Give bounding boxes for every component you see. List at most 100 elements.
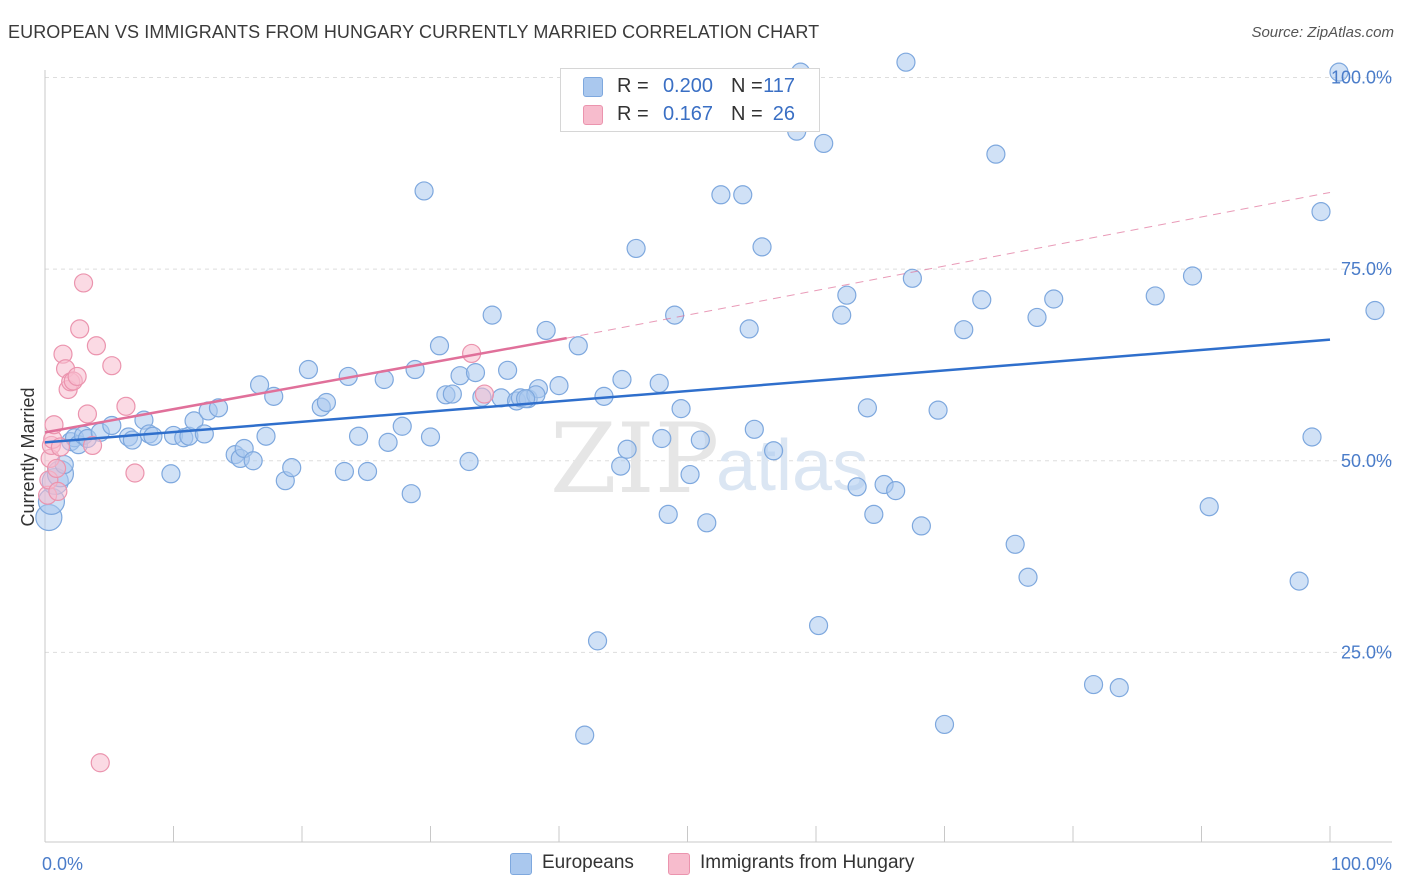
europeans-point [282,458,302,478]
bottom-legend-label-hungary: Immigrants from Hungary [700,852,915,873]
europeans-point [1083,674,1104,695]
hungary-point [82,435,103,456]
hungary-point [116,396,136,416]
europeans-point [658,504,678,525]
europeans-point [665,305,685,325]
europeans-point [1289,571,1309,591]
legend-n-value: 117 [763,75,795,97]
tick-labels: 25.0% 50.0% 75.0% 100.0% 0.0% 100.0% [42,68,1392,875]
europeans-point [626,238,646,259]
europeans-point [1018,567,1038,587]
hungary-points [37,273,495,773]
legend: R = 0.200 N = 117 R = 0.167 N = 26 [560,68,820,132]
watermark: ZIP atlas [550,403,868,515]
europeans-point [847,477,867,497]
europeans-point [208,398,229,418]
hungary-point [70,319,90,339]
europeans-point [1302,427,1322,447]
hungary-point [73,273,94,293]
europeans-point [161,464,181,484]
europeans-point [414,181,434,201]
europeans-point [837,285,857,305]
europeans-point [243,451,263,471]
hungary-point [86,336,107,356]
europeans-point [612,369,632,390]
europeans-point [536,320,556,341]
legend-r-value: 0.200 [662,75,713,97]
legend-r-value: 0.167 [662,103,713,125]
europeans-point [498,360,518,380]
europeans-point [733,185,753,205]
europeans-point [671,399,691,419]
hungary-point [125,463,145,483]
europeans-point [575,725,595,745]
hungary-point [474,384,495,404]
europeans-point [549,376,569,396]
europeans-point [857,398,878,418]
y-tick-label: 25.0% [1341,642,1392,662]
y-tick-label: 100.0% [1331,68,1392,88]
europeans-point [814,133,834,154]
europeans-point [1182,266,1203,286]
europeans-point [864,504,884,525]
europeans-point [763,441,784,461]
europeans-point [1329,62,1349,82]
europeans-point [697,513,717,533]
europeans-point [450,366,470,386]
legend-row-europeans: R = 0.200 N = 117 [561,73,819,101]
europeans-point [954,320,974,340]
source-label: Source: ZipAtlas.com [1251,24,1394,41]
europeans-point [1199,497,1219,517]
europeans-point [459,451,479,472]
europeans-point [896,52,916,72]
europeans-point [911,516,931,536]
europeans-point [1109,678,1129,698]
y-tick-label: 50.0% [1341,451,1392,471]
europeans-point [886,481,906,501]
europeans-point [752,237,772,257]
bottom-legend-swatch-hungary [668,853,690,875]
europeans-point [587,631,608,651]
europeans-point [429,336,450,356]
europeans-point [739,319,759,339]
grid-lines [45,77,1392,653]
legend-r-label: R = [617,75,649,97]
europeans-point [298,359,319,380]
europeans-point [1044,289,1064,309]
europeans-point [611,456,631,476]
europeans-point [986,144,1006,164]
europeans-point [334,461,355,482]
europeans-point [690,430,710,450]
europeans-point [357,461,378,482]
europeans-point [680,464,700,485]
trendlines [44,191,1331,444]
bottom-legend-swatch-europeans [510,853,532,875]
europeans-trendline [44,338,1331,444]
hungary-point [67,366,87,387]
europeans-point [420,427,441,447]
chart-title: EUROPEAN VS IMMIGRANTS FROM HUNGARY CURR… [8,22,820,42]
europeans-point [465,363,486,383]
europeans-point [711,185,731,205]
europeans-point [649,373,669,393]
europeans-point [928,400,948,420]
europeans-point [1311,202,1331,222]
europeans-point [744,419,764,439]
europeans-point [568,336,588,356]
europeans-point [934,714,955,735]
europeans-point [972,290,992,310]
legend-n-label: N = [731,103,763,125]
hungary-point [90,753,110,773]
europeans-point [1365,300,1385,321]
legend-swatch-hungary [583,105,603,125]
hungary-point [48,481,68,502]
europeans-point [392,416,412,436]
hungary-trendline [44,336,567,434]
europeans-point [256,426,276,446]
watermark-atlas: atlas [716,426,868,506]
europeans-point [1145,286,1165,306]
legend-r-label: R = [617,103,649,125]
legend-swatch-europeans [583,77,603,97]
europeans-point [832,305,852,325]
